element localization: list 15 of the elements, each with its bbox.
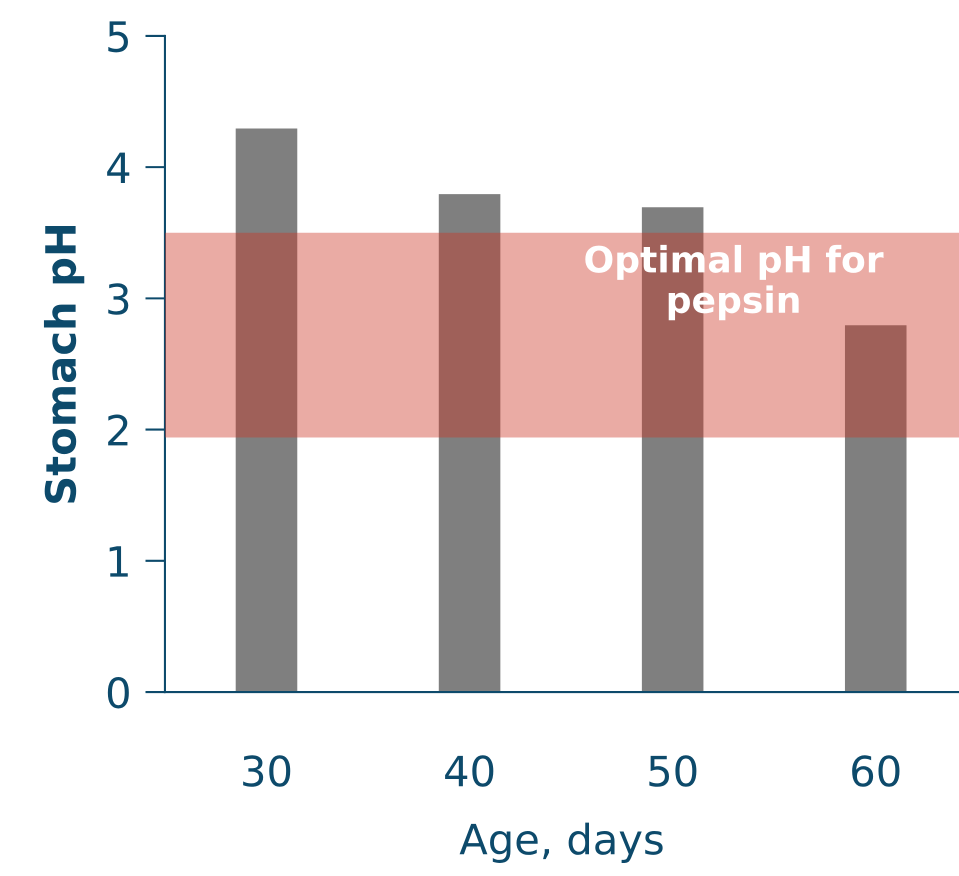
x-tick-label: 50: [649, 755, 696, 787]
bar: [234, 127, 299, 692]
y-tick-label: 1: [110, 546, 128, 577]
x-tick-label: 40: [445, 755, 494, 787]
y-axis-title: Stomach pH: [44, 226, 84, 503]
y-tick-label: 3: [108, 283, 128, 315]
bar: [437, 192, 502, 692]
y-tick-label: 5: [108, 21, 128, 52]
x-tick-label: 60: [852, 755, 900, 787]
y-tick-label: 2: [108, 414, 128, 446]
x-axis-title: Age, days: [460, 822, 663, 863]
bar: [844, 324, 908, 692]
y-tick-label: 4: [107, 152, 130, 183]
y-tick-label: 0: [108, 676, 129, 708]
x-tick-label: 30: [243, 755, 290, 787]
